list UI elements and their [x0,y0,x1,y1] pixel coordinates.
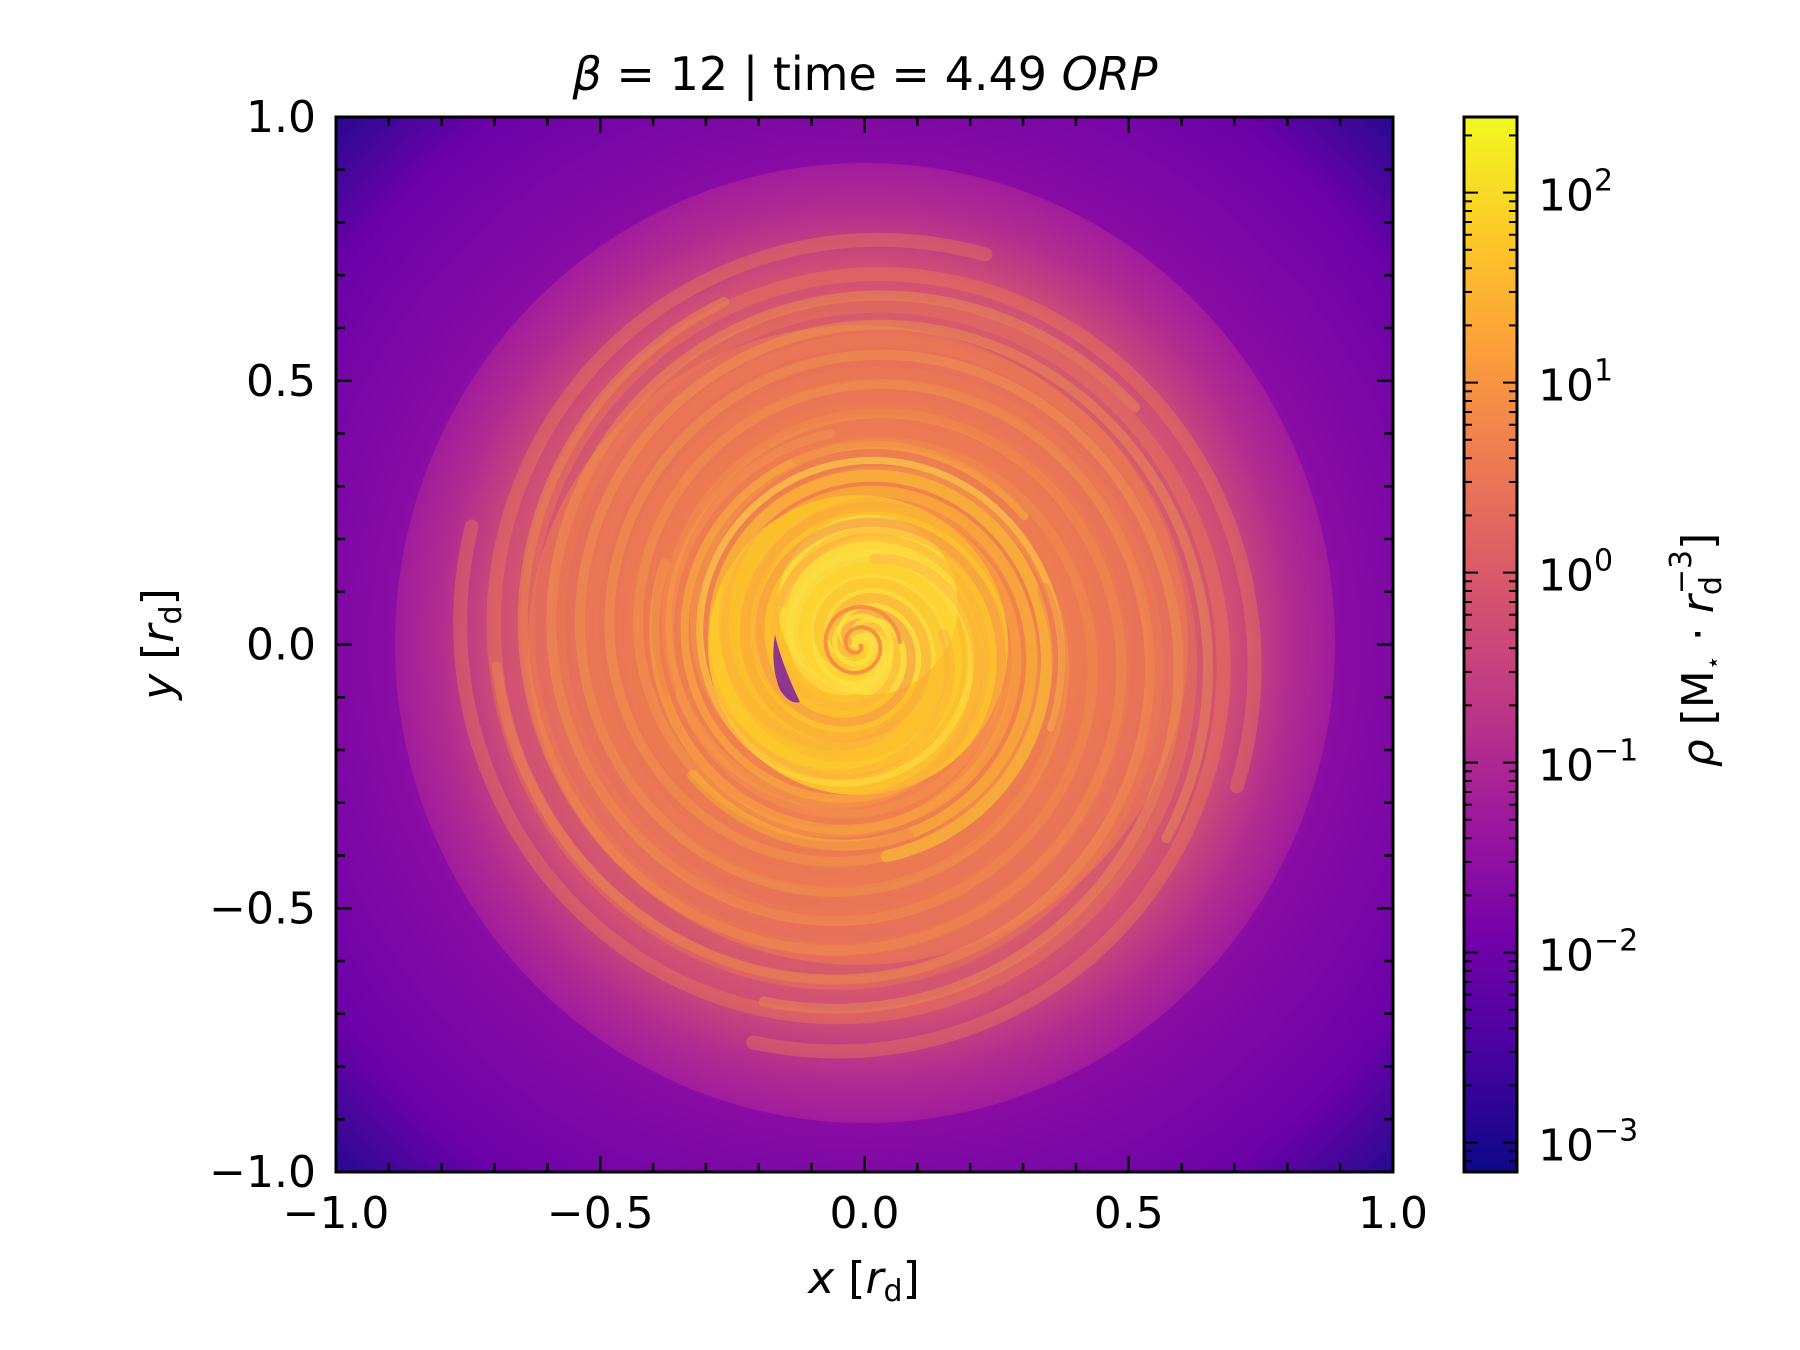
colorbar [1462,115,1519,1174]
spiral-arm [486,232,1164,991]
heatmap-low-density-pocket [773,635,800,703]
x-axis-ticks [334,117,1395,1172]
spiral-arm [520,266,1262,956]
y-tick-label: 0.0 [246,620,316,671]
colorbar-tick-label: 102 [1538,164,1613,222]
y-axis-label: y [rd] [133,588,189,702]
spiral-arm [812,613,894,687]
density-heatmap [336,117,1393,1172]
spiral-arm [517,296,1127,956]
spiral-arm [453,332,1198,1025]
spiral-arm [823,604,902,675]
x-tick-label: 0.0 [830,1188,900,1239]
colorbar-ticks [1464,134,1517,1173]
y-tick-label: 0.5 [246,356,316,407]
x-tick-label: 1.0 [1358,1188,1428,1239]
y-tick-label: −1.0 [209,1147,316,1198]
y-axis-ticks [336,115,1393,1174]
colorbar-tick-label: 10−3 [1538,1114,1638,1172]
spiral-arms [453,232,1262,1059]
y-tick-label: −0.5 [209,883,316,934]
x-axis-tick-labels: −1.0 −0.5 0.0 0.5 1.0 [283,1188,1428,1239]
colorbar-tick-label: 10−1 [1538,734,1638,792]
y-axis-tick-labels: −1.0 −0.5 0.0 0.5 1.0 [209,92,316,1198]
colorbar-tick-label: 10−2 [1538,924,1638,982]
x-tick-label: −0.5 [547,1188,654,1239]
colorbar-tick-label: 100 [1538,544,1613,602]
chart-title: β = 12 | time = 4.49 ORP [571,47,1157,102]
spiral-arm [649,501,1022,835]
spiral-arm [680,441,1029,803]
spiral-arm [491,378,1156,985]
spiral-arm [551,298,1231,1059]
y-tick-label: 1.0 [246,92,316,143]
spiral-arm [546,290,1140,927]
spiral-arm [574,319,1214,897]
colorbar-label: ρ [M⋆ · rd−3] [1664,533,1729,768]
spiral-arm [687,485,1037,851]
colorbar-tick-label: 101 [1538,354,1613,412]
x-tick-label: 0.5 [1094,1188,1164,1239]
colorbar-tick-labels: 10−3 10−2 10−1 100 101 102 [1538,164,1638,1172]
spiral-arm [664,429,1006,819]
x-tick-label: −1.0 [283,1188,390,1239]
spiral-arm [604,349,1184,1014]
x-axis-label: x [rd] [806,1253,920,1309]
spiral-arm [696,456,1066,787]
